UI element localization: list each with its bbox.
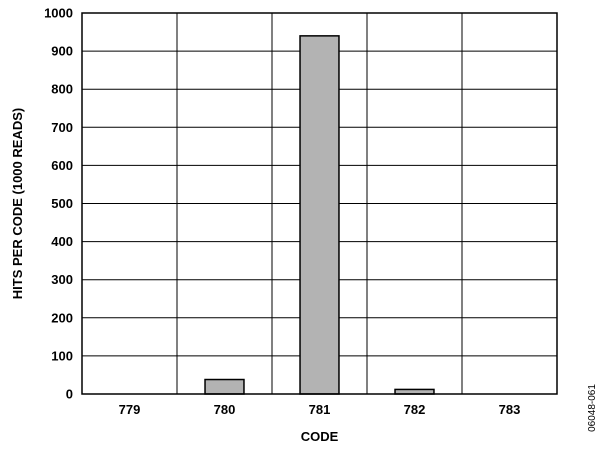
bars xyxy=(204,35,435,395)
bar-780 xyxy=(204,378,245,395)
bar-781 xyxy=(299,35,340,395)
plot-frame xyxy=(81,12,558,395)
y-tick-label: 800 xyxy=(51,82,73,97)
x-axis-title: CODE xyxy=(301,429,339,444)
y-tick-label: 900 xyxy=(51,44,73,59)
x-tick-label: 780 xyxy=(214,402,236,417)
y-tick-label: 1000 xyxy=(44,6,73,21)
figure-id: 06048-061 xyxy=(587,384,598,432)
x-tick-label: 779 xyxy=(119,402,141,417)
y-tick-label: 300 xyxy=(51,272,73,287)
y-axis-title: HITS PER CODE (1000 READS) xyxy=(10,108,25,299)
y-tick-label: 400 xyxy=(51,234,73,249)
y-tick-label: 500 xyxy=(51,196,73,211)
x-tick-label: 781 xyxy=(309,402,331,417)
y-tick-labels: 0 100 200 300 400 500 600 700 800 900 1000 xyxy=(44,6,73,402)
y-tick-label: 200 xyxy=(51,310,73,325)
y-tick-label: 600 xyxy=(51,158,73,173)
x-tick-labels: 779 780 781 782 783 xyxy=(119,402,521,417)
y-tick-label: 100 xyxy=(51,348,73,363)
x-tick-label: 782 xyxy=(404,402,426,417)
y-tick-label: 0 xyxy=(66,387,73,402)
y-tick-label: 700 xyxy=(51,120,73,135)
x-tick-label: 783 xyxy=(499,402,521,417)
